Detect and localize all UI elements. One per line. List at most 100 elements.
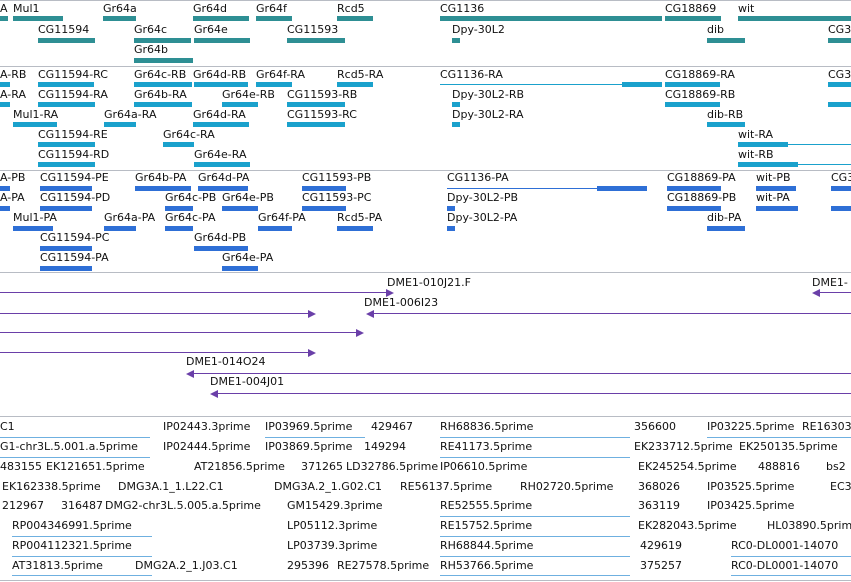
transcript-bar[interactable] (665, 102, 720, 107)
transcript-bar[interactable] (194, 82, 248, 87)
gene-bar[interactable] (665, 16, 721, 21)
protein-label[interactable]: wit-PB (756, 171, 791, 184)
est-label[interactable]: IP02443.3prime (163, 420, 251, 433)
est-line[interactable] (731, 556, 851, 557)
transcript-bar[interactable] (707, 122, 745, 127)
est-label[interactable]: G1-chr3L.5.001.a.5prime (0, 440, 138, 453)
est-label[interactable]: RE56137.5prime (400, 480, 493, 493)
transcript-bar[interactable] (452, 122, 460, 127)
protein-label[interactable]: Gr64c-PB (165, 191, 217, 204)
protein-label[interactable]: Rcd5-PA (337, 211, 383, 224)
protein-bar[interactable] (13, 226, 53, 231)
protein-label[interactable]: dib-PA (707, 211, 742, 224)
transcript-bar[interactable] (38, 102, 95, 107)
protein-bar[interactable] (302, 186, 346, 191)
protein-label[interactable]: Gr64b-PA (135, 171, 187, 184)
est-label[interactable]: 371265 (301, 460, 343, 473)
clone-line[interactable] (216, 393, 851, 394)
protein-label[interactable]: CG11593-PC (302, 191, 372, 204)
protein-bar[interactable] (597, 186, 647, 191)
transcript-label[interactable]: Gr64d-RA (193, 108, 246, 121)
est-label[interactable]: IP03525.5prime (707, 480, 795, 493)
transcript-label[interactable]: Dpy-30L2-RB (452, 88, 525, 101)
est-label[interactable]: DMG2-chr3L.5.005.a.5prime (105, 499, 261, 512)
protein-label[interactable]: Dpy-30L2-PB (447, 191, 519, 204)
clone-line[interactable] (0, 292, 388, 293)
est-label[interactable]: RE16303 (802, 420, 851, 433)
protein-label[interactable]: A-PB (0, 171, 26, 184)
protein-label[interactable]: Gr64d-PB (194, 231, 247, 244)
est-label[interactable]: IP06610.5prime (440, 460, 528, 473)
est-line[interactable] (440, 575, 630, 576)
protein-label[interactable]: CG11594-PD (40, 191, 111, 204)
est-label[interactable]: 488816 (758, 460, 800, 473)
est-label[interactable]: IP03869.5prime (265, 440, 353, 453)
transcript-bar[interactable] (194, 162, 250, 167)
est-label[interactable]: RE15752.5prime (440, 519, 533, 532)
est-label[interactable]: 483155 (0, 460, 42, 473)
est-line[interactable] (440, 536, 630, 537)
est-label[interactable]: AT31813.5prime (12, 559, 103, 572)
protein-label[interactable]: CG18869-PB (667, 191, 737, 204)
protein-bar[interactable] (104, 226, 136, 231)
est-label[interactable]: 429467 (371, 420, 413, 433)
est-line[interactable] (265, 437, 365, 438)
transcript-bar[interactable] (738, 162, 798, 167)
clone-line[interactable] (372, 313, 851, 314)
est-label[interactable]: C1 (0, 420, 15, 433)
gene-label[interactable]: CG11593 (287, 23, 339, 36)
protein-bar[interactable] (40, 246, 92, 251)
gene-label[interactable]: A (0, 2, 8, 15)
protein-bar[interactable] (165, 226, 193, 231)
protein-bar[interactable] (337, 226, 373, 231)
gene-label[interactable]: Gr64f (256, 2, 287, 15)
transcript-label[interactable]: Gr64c-RA (163, 128, 215, 141)
protein-label[interactable]: CG3 (831, 171, 851, 184)
clone-label[interactable]: DME1-010J21.F (387, 276, 471, 289)
est-label[interactable]: AT21856.5prime (194, 460, 285, 473)
transcript-label[interactable]: Gr64a-RA (104, 108, 157, 121)
transcript-bar[interactable] (104, 122, 136, 127)
est-label[interactable]: IP03969.5prime (265, 420, 353, 433)
transcript-label[interactable]: Gr64c-RB (134, 68, 187, 81)
est-label[interactable]: RP004346991.5prime (12, 519, 132, 532)
est-label[interactable]: 212967 (2, 499, 44, 512)
clone-label[interactable]: DME1-014O24 (186, 355, 266, 368)
est-label[interactable]: RH02720.5prime (520, 480, 614, 493)
est-label[interactable]: EK282043.5prime (638, 519, 737, 532)
protein-label[interactable]: Mul1-PA (13, 211, 57, 224)
transcript-label[interactable]: Dpy-30L2-RA (452, 108, 524, 121)
est-label[interactable]: RP004112321.5prime (12, 539, 132, 552)
transcript-label[interactable]: CG18869-RA (665, 68, 735, 81)
protein-bar[interactable] (194, 246, 248, 251)
est-label[interactable]: 316487 (61, 499, 103, 512)
gene-label[interactable]: Dpy-30L2 (452, 23, 505, 36)
est-line[interactable] (12, 575, 152, 576)
est-label[interactable]: EK245254.5prime (638, 460, 737, 473)
gene-bar[interactable] (13, 16, 63, 21)
transcript-bar[interactable] (256, 82, 292, 87)
protein-bar[interactable] (222, 206, 258, 211)
gene-label[interactable]: Gr64e (194, 23, 228, 36)
transcript-bar[interactable] (665, 82, 720, 87)
gene-label[interactable]: Gr64c (134, 23, 168, 36)
transcript-label[interactable]: dib-RB (707, 108, 744, 121)
clone-line[interactable] (818, 292, 851, 293)
est-label[interactable]: HL03890.5prime (767, 519, 851, 532)
est-label[interactable]: DMG3A.2_1.G02.C1 (274, 480, 383, 493)
protein-bar[interactable] (222, 266, 258, 271)
protein-bar[interactable] (0, 186, 10, 191)
protein-label[interactable]: Dpy-30L2-PA (447, 211, 518, 224)
est-label[interactable]: DMG3A.1_1.L22.C1 (118, 480, 224, 493)
est-line[interactable] (440, 457, 630, 458)
transcript-label[interactable]: CG1136-RA (440, 68, 503, 81)
gene-bar[interactable] (134, 58, 193, 63)
transcript-label[interactable]: A-RB (0, 68, 27, 81)
est-label[interactable]: IP03225.5prime (707, 420, 795, 433)
est-line[interactable] (12, 556, 152, 557)
est-label[interactable]: EC3 (830, 480, 851, 493)
protein-label[interactable]: Gr64e-PA (222, 251, 274, 264)
protein-label[interactable]: CG11594-PE (40, 171, 109, 184)
transcript-label[interactable]: CG11594-RE (38, 128, 108, 141)
est-line[interactable] (0, 457, 150, 458)
